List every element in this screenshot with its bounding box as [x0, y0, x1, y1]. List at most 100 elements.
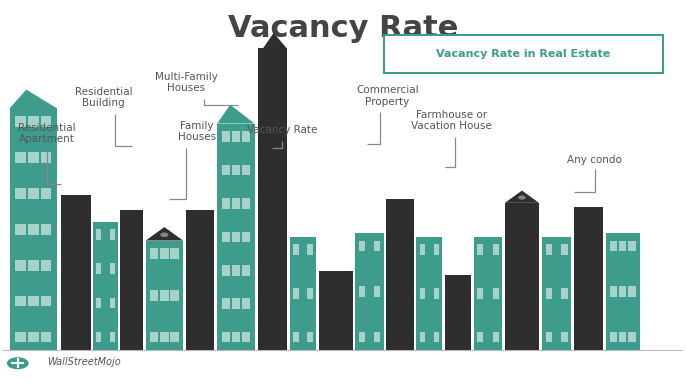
Bar — [217, 124, 255, 350]
Bar — [170, 248, 178, 259]
Bar — [28, 152, 38, 162]
Bar — [41, 188, 51, 198]
Bar — [110, 264, 115, 274]
Circle shape — [7, 357, 29, 369]
Bar — [574, 206, 603, 350]
Bar — [41, 332, 51, 342]
Bar — [41, 116, 51, 126]
Bar — [222, 332, 230, 342]
Bar — [318, 271, 353, 350]
Bar — [546, 332, 552, 342]
Text: Vacancy Rate: Vacancy Rate — [228, 14, 458, 43]
Bar — [232, 131, 240, 142]
Bar — [610, 286, 617, 297]
Bar — [28, 296, 38, 306]
Bar — [232, 165, 240, 175]
Bar — [28, 116, 38, 126]
Bar — [222, 298, 230, 309]
Bar — [359, 332, 365, 342]
Bar — [477, 288, 484, 299]
Bar — [434, 288, 439, 299]
Bar — [242, 131, 250, 142]
Bar — [561, 332, 567, 342]
Bar — [628, 332, 636, 342]
Bar — [96, 332, 102, 342]
Circle shape — [518, 195, 525, 200]
Bar — [150, 332, 158, 342]
Bar — [493, 332, 499, 342]
Bar — [561, 288, 567, 299]
Text: Vacancy Rate: Vacancy Rate — [246, 125, 317, 135]
Bar — [355, 233, 384, 350]
Bar — [150, 290, 158, 301]
Bar — [41, 224, 51, 234]
Bar — [93, 222, 119, 350]
Bar — [374, 286, 381, 297]
Text: Commercial
Property: Commercial Property — [356, 85, 418, 106]
Bar — [28, 188, 38, 198]
Bar — [359, 286, 365, 297]
Bar — [242, 198, 250, 209]
Bar — [374, 241, 381, 251]
Bar — [477, 332, 484, 342]
Bar — [307, 332, 313, 342]
Bar — [473, 237, 502, 350]
Polygon shape — [258, 33, 287, 56]
Bar — [121, 210, 143, 350]
Text: Multi-Family
Houses: Multi-Family Houses — [155, 72, 218, 93]
Bar — [290, 237, 316, 350]
Bar — [416, 237, 442, 350]
Bar — [543, 237, 571, 350]
Bar — [28, 224, 38, 234]
Bar — [96, 229, 102, 240]
Bar — [28, 260, 38, 270]
Bar — [546, 244, 552, 255]
Bar — [307, 244, 313, 255]
Bar — [96, 264, 102, 274]
Polygon shape — [505, 191, 539, 203]
Bar — [242, 165, 250, 175]
Bar — [232, 332, 240, 342]
Bar — [420, 244, 425, 255]
Bar — [293, 244, 298, 255]
Bar — [258, 48, 287, 350]
Bar — [619, 286, 626, 297]
Bar — [110, 332, 115, 342]
Bar — [10, 108, 57, 350]
Bar — [386, 199, 414, 350]
Bar — [359, 241, 365, 251]
Bar — [187, 210, 214, 350]
Bar — [222, 131, 230, 142]
Bar — [434, 244, 439, 255]
Text: Any condo: Any condo — [567, 155, 622, 165]
Bar — [15, 152, 26, 162]
Bar — [293, 288, 298, 299]
Bar — [161, 332, 169, 342]
Bar — [505, 203, 539, 350]
Bar — [222, 165, 230, 175]
Bar — [420, 332, 425, 342]
Bar — [477, 244, 484, 255]
Bar — [420, 288, 425, 299]
Bar — [41, 260, 51, 270]
Bar — [232, 198, 240, 209]
Text: Residential
Apartment: Residential Apartment — [19, 123, 76, 144]
Bar — [628, 286, 636, 297]
Bar — [242, 231, 250, 242]
Text: Farmhouse or
Vacation House: Farmhouse or Vacation House — [412, 110, 493, 131]
Text: WallStreetMojo: WallStreetMojo — [47, 357, 121, 367]
Bar — [619, 241, 626, 251]
Bar — [222, 231, 230, 242]
Bar — [232, 298, 240, 309]
Polygon shape — [145, 227, 183, 241]
Bar — [307, 288, 313, 299]
Circle shape — [161, 232, 169, 237]
Text: Residential
Building: Residential Building — [75, 87, 132, 108]
Polygon shape — [10, 90, 57, 108]
Bar — [628, 241, 636, 251]
Bar — [610, 332, 617, 342]
Bar — [434, 332, 439, 342]
Bar — [242, 265, 250, 275]
Bar — [493, 288, 499, 299]
Bar — [606, 233, 639, 350]
